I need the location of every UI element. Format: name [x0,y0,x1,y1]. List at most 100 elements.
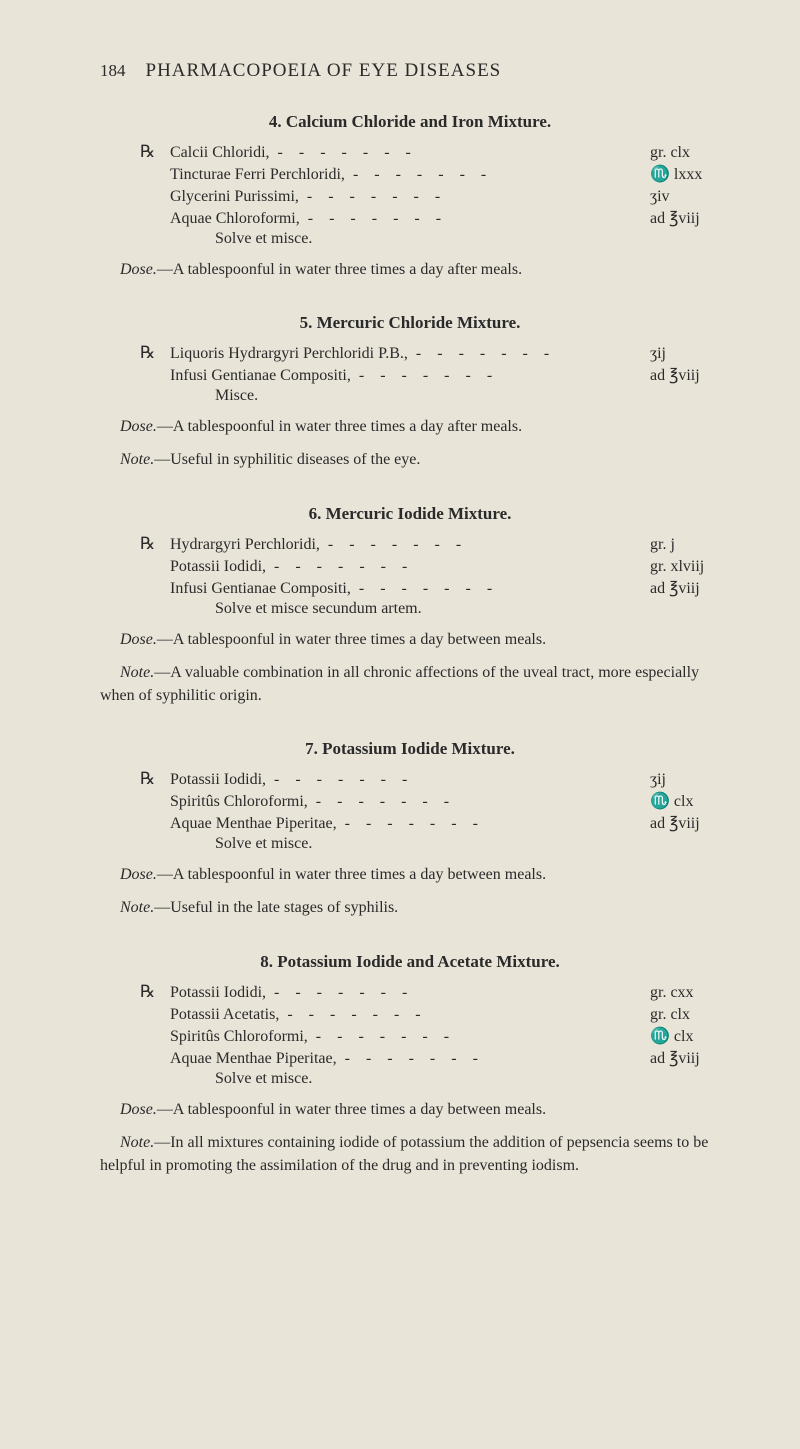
ingredient: Potassii Acetatis, [170,1006,279,1024]
section-title: 7. Potassium Iodide Mixture. [100,739,720,759]
instruction: Misce. [100,387,720,405]
formula-line: Aquae Chloroformi,- - - - - - -ad ℥viij [100,208,720,228]
amount: gr. j [650,536,720,554]
amount: gr. cxx [650,984,720,1002]
note-label: Note. [120,1134,154,1151]
amount: gr. xlviij [650,558,720,576]
note-line: Dose.—A tablespoonful in water three tim… [100,628,720,651]
rx-symbol [140,1026,170,1046]
note-line: Note.—Useful in the late stages of syphi… [100,896,720,919]
ingredient: Spiritûs Chloroformi, [170,1028,308,1046]
ingredient: Aquae Menthae Piperitae, [170,815,337,833]
note-label: Note. [120,664,154,681]
ingredient: Tincturae Ferri Perchloridi, [170,166,345,184]
amount: ad ℥viij [650,813,720,833]
rx-symbol [140,186,170,206]
ingredient: Glycerini Purissimi, [170,188,299,206]
note-text: —A tablespoonful in water three times a … [157,261,522,278]
rx-symbol: ℞ [140,769,170,789]
page-title: PHARMACOPOEIA OF EYE DISEASES [146,60,502,82]
amount: ♏ clx [650,791,720,811]
note-text: —In all mixtures containing iodide of po… [100,1134,708,1174]
rx-symbol [140,578,170,598]
rx-symbol [140,164,170,184]
note-line: Dose.—A tablespoonful in water three tim… [100,863,720,886]
ingredient: Infusi Gentianae Compositi, [170,367,351,385]
amount: ad ℥viij [650,365,720,385]
section: 4. Calcium Chloride and Iron Mixture. ℞Ca… [100,112,720,281]
amount: ad ℥viij [650,1048,720,1068]
formula-line: ℞Calcii Chloridi,- - - - - - -gr. clx [100,142,720,162]
note-text: —A tablespoonful in water three times a … [157,1101,546,1118]
note-line: Dose.—A tablespoonful in water three tim… [100,1098,720,1121]
leader-dashes: - - - - - - - [308,793,650,811]
leader-dashes: - - - - - - - [337,815,650,833]
formula-line: Potassii Acetatis,- - - - - - -gr. clx [100,1004,720,1024]
leader-dashes: - - - - - - - [279,1006,650,1024]
formula-line: Infusi Gentianae Compositi,- - - - - - -… [100,365,720,385]
section-title: 6. Mercuric Iodide Mixture. [100,504,720,524]
ingredient: Potassii Iodidi, [170,984,266,1002]
formula-line: Tincturae Ferri Perchloridi,- - - - - - … [100,164,720,184]
note-label: Note. [120,899,154,916]
leader-dashes: - - - - - - - [270,144,650,162]
amount: gr. clx [650,1006,720,1024]
instruction: Solve et misce secundum artem. [100,600,720,618]
page-header: 184 PHARMACOPOEIA OF EYE DISEASES [100,60,720,82]
leader-dashes: - - - - - - - [351,367,650,385]
leader-dashes: - - - - - - - [351,580,650,598]
leader-dashes: - - - - - - - [299,188,650,206]
amount: gr. clx [650,144,720,162]
rx-symbol [140,813,170,833]
section-title: 4. Calcium Chloride and Iron Mixture. [100,112,720,132]
rx-symbol: ℞ [140,982,170,1002]
rx-symbol: ℞ [140,534,170,554]
note-text: —A tablespoonful in water three times a … [157,418,522,435]
section-title: 8. Potassium Iodide and Acetate Mixture. [100,952,720,972]
section-title: 5. Mercuric Chloride Mixture. [100,313,720,333]
ingredient: Calcii Chloridi, [170,144,270,162]
note-line: Note.—Useful in syphilitic diseases of t… [100,448,720,471]
note-line: Note.—In all mixtures containing iodide … [100,1131,720,1177]
formula-line: ℞Liquoris Hydrargyri Perchloridi P.B.,- … [100,343,720,363]
rx-symbol [140,208,170,228]
rx-symbol [140,1048,170,1068]
instruction: Solve et misce. [100,1070,720,1088]
section: 7. Potassium Iodide Mixture. ℞Potassii Io… [100,739,720,919]
note-label: Dose. [120,866,157,883]
instruction: Solve et misce. [100,230,720,248]
amount: ad ℥viij [650,208,720,228]
section: 8. Potassium Iodide and Acetate Mixture.… [100,952,720,1178]
note-label: Note. [120,451,154,468]
note-text: —A valuable combination in all chronic a… [100,664,699,704]
note-text: —Useful in the late stages of syphilis. [154,899,398,916]
note-line: Note.—A valuable combination in all chro… [100,661,720,707]
amount: ♏ lxxx [650,164,720,184]
amount: ʒij [650,345,720,363]
note-line: Dose.—A tablespoonful in water three tim… [100,258,720,281]
formula-line: Spiritûs Chloroformi,- - - - - - -♏ clx [100,791,720,811]
ingredient: Potassii Iodidi, [170,558,266,576]
note-text: —A tablespoonful in water three times a … [157,866,546,883]
rx-symbol: ℞ [140,343,170,363]
leader-dashes: - - - - - - - [337,1050,650,1068]
note-label: Dose. [120,1101,157,1118]
note-label: Dose. [120,261,157,278]
amount: ♏ clx [650,1026,720,1046]
ingredient: Potassii Iodidi, [170,771,266,789]
ingredient: Aquae Chloroformi, [170,210,300,228]
amount: ad ℥viij [650,578,720,598]
ingredient: Infusi Gentianae Compositi, [170,580,351,598]
rx-symbol [140,556,170,576]
rx-symbol [140,1004,170,1024]
leader-dashes: - - - - - - - [266,558,650,576]
section: 6. Mercuric Iodide Mixture. ℞Hydrargyri P… [100,504,720,708]
ingredient: Liquoris Hydrargyri Perchloridi P.B., [170,345,408,363]
formula-line: Spiritûs Chloroformi,- - - - - - -♏ clx [100,1026,720,1046]
rx-symbol: ℞ [140,142,170,162]
ingredient: Hydrargyri Perchloridi, [170,536,320,554]
section: 5. Mercuric Chloride Mixture. ℞Liquoris H… [100,313,720,471]
ingredient: Spiritûs Chloroformi, [170,793,308,811]
formula-line: ℞Potassii Iodidi,- - - - - - -ʒij [100,769,720,789]
page-number: 184 [100,61,126,81]
